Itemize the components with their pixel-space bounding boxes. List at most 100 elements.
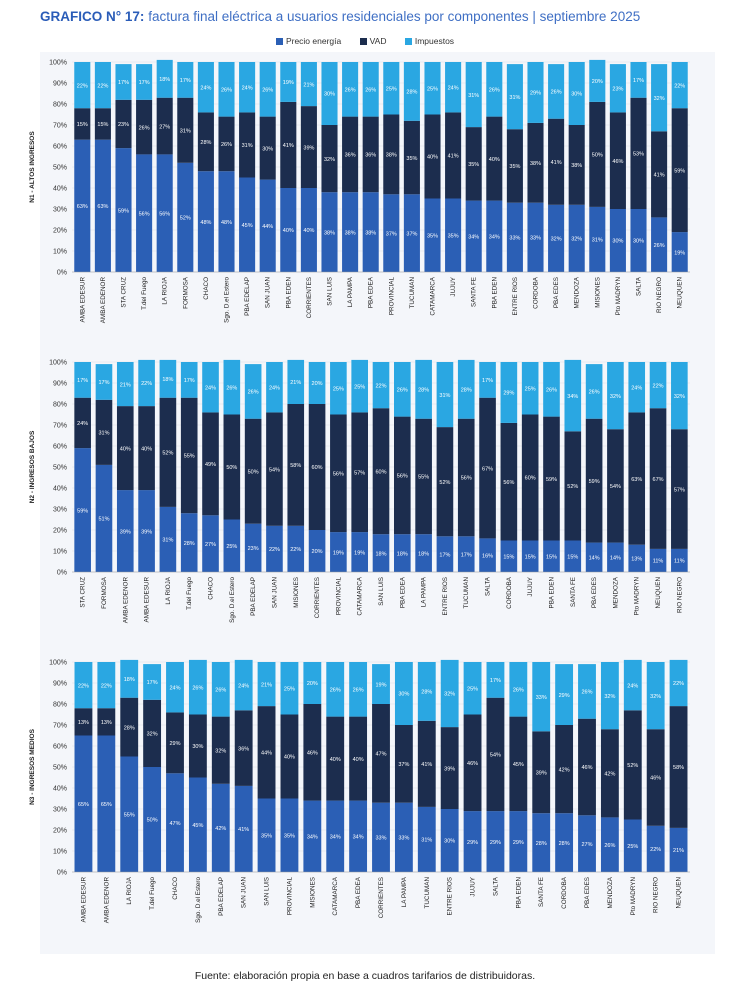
x-tick-label: NEUQUEN bbox=[655, 577, 662, 609]
bar-segment-vad bbox=[351, 412, 369, 533]
data-label: 26% bbox=[330, 688, 341, 694]
bar-segment-energy bbox=[532, 813, 551, 872]
data-label: 46% bbox=[467, 761, 478, 767]
data-label: 67% bbox=[653, 477, 664, 483]
data-label: 26% bbox=[551, 90, 562, 96]
bar-segment-energy bbox=[417, 806, 436, 872]
chart-high-income: 0% 10% 20% 30% 40% 50% 60% 70% 80% 90% 100% N1 - AL… bbox=[29, 52, 715, 354]
x-tick-label: PROVINCIAL bbox=[388, 277, 395, 316]
bar-segment-vad bbox=[607, 429, 624, 543]
data-label: 29% bbox=[503, 391, 514, 397]
data-label: 44% bbox=[262, 224, 273, 230]
bar-segment-vad bbox=[671, 108, 688, 233]
data-label: 41% bbox=[551, 160, 562, 166]
bar-segment-taxes bbox=[509, 662, 528, 717]
data-label: 29% bbox=[530, 91, 541, 97]
x-tick-label: TUCUMAN bbox=[463, 577, 470, 609]
data-label: 26% bbox=[654, 243, 665, 249]
x-tick-label: PBA EDES bbox=[591, 577, 598, 608]
bar-segment-taxes bbox=[600, 662, 619, 730]
data-label: 39% bbox=[536, 770, 547, 776]
data-label: 40% bbox=[489, 157, 500, 163]
bar-segment-vad bbox=[372, 704, 390, 803]
data-label: 14% bbox=[589, 556, 600, 562]
data-label: 17% bbox=[461, 552, 472, 558]
bar-segment-energy bbox=[239, 177, 256, 272]
bar-segment-energy bbox=[393, 534, 411, 572]
x-tick-label: PBA EDELAP bbox=[244, 277, 251, 316]
x-tick-label: RIO NEGRO bbox=[656, 277, 663, 313]
bar-segment-energy bbox=[479, 538, 496, 572]
data-label: 57% bbox=[354, 470, 365, 476]
x-tick-label: PROVINCIAL bbox=[286, 877, 293, 916]
data-label: 26% bbox=[397, 388, 408, 394]
y-tick-label: 70% bbox=[53, 723, 67, 730]
legend-swatch-taxes bbox=[404, 38, 412, 46]
data-label: 17% bbox=[490, 678, 501, 684]
x-tick-label: SAN LUIS bbox=[264, 877, 271, 906]
x-tick-label: SALTA bbox=[485, 576, 492, 596]
data-label: 17% bbox=[77, 378, 88, 384]
data-label: 41% bbox=[654, 173, 665, 179]
data-label: 23% bbox=[248, 546, 259, 552]
chart-title-prefix: GRAFICO N° 17: bbox=[40, 9, 145, 24]
x-tick-label: MISIONES bbox=[293, 577, 300, 608]
bar-segment-energy bbox=[403, 194, 420, 272]
data-label: 32% bbox=[650, 694, 661, 700]
bar-segment-vad bbox=[244, 418, 262, 524]
data-label: 18% bbox=[418, 551, 429, 557]
bar-segment-vad bbox=[280, 101, 297, 188]
x-tick-label: LA RIOJA bbox=[165, 576, 172, 604]
x-tick-label: PBA EDEA bbox=[399, 576, 406, 608]
bar-segment-vad bbox=[239, 112, 256, 178]
bar-segment-taxes bbox=[436, 362, 454, 428]
bar-segment-taxes bbox=[202, 362, 219, 413]
data-label: 23% bbox=[612, 86, 623, 92]
data-label: 26% bbox=[489, 88, 500, 94]
bar-segment-vad bbox=[415, 418, 432, 535]
bar-segment-taxes bbox=[239, 62, 256, 113]
data-label: 29% bbox=[490, 840, 501, 846]
x-tick-label: SANTA FE bbox=[570, 577, 577, 607]
bar-segment-energy bbox=[440, 809, 459, 872]
data-label: 30% bbox=[444, 839, 455, 845]
data-label: 33% bbox=[509, 236, 520, 242]
data-label: 38% bbox=[571, 163, 582, 169]
bar-segment-vad bbox=[609, 112, 626, 209]
bar-segment-energy bbox=[564, 540, 582, 572]
bar-segment-taxes bbox=[234, 659, 253, 711]
data-label: 58% bbox=[290, 463, 301, 469]
bar-segment-vad bbox=[330, 414, 347, 533]
bar-segment-energy bbox=[585, 542, 603, 572]
bar-segment-vad bbox=[136, 99, 153, 155]
bar-segment-energy bbox=[486, 200, 503, 272]
data-label: 21% bbox=[673, 848, 684, 854]
data-label: 35% bbox=[448, 233, 459, 239]
data-label: 28% bbox=[406, 90, 417, 96]
bar-segment-taxes bbox=[445, 62, 462, 113]
data-label: 50% bbox=[147, 818, 158, 824]
data-label: 50% bbox=[592, 153, 603, 159]
data-label: 45% bbox=[513, 762, 524, 768]
bar-segment-energy bbox=[600, 817, 619, 872]
bar-segment-vad bbox=[188, 714, 207, 778]
x-tick-label: PBA EDES bbox=[584, 877, 591, 908]
data-label: 26% bbox=[581, 690, 592, 696]
x-tick-label: PROVINCIAL bbox=[335, 577, 342, 616]
data-label: 59% bbox=[77, 508, 88, 514]
bar-segment-vad bbox=[300, 106, 317, 188]
bar-segment-taxes bbox=[197, 62, 214, 113]
data-label: 63% bbox=[97, 204, 108, 210]
bar-segment-taxes bbox=[159, 359, 177, 398]
data-label: 55% bbox=[184, 454, 195, 460]
x-tick-label: AMBA EDENOR bbox=[100, 277, 107, 324]
bar-segment-vad bbox=[457, 418, 475, 537]
panel-medium-income: 0% 10% 20% 30% 40% 50% 60% 70% 80% 90% 100% N3 - IN… bbox=[0, 652, 730, 967]
bar-segment-vad bbox=[383, 114, 400, 195]
bar-segment-taxes bbox=[280, 62, 297, 102]
data-label: 38% bbox=[365, 230, 376, 236]
bar-segment-vad bbox=[362, 116, 379, 193]
bar-segment-vad bbox=[669, 706, 688, 828]
data-label: 37% bbox=[386, 231, 397, 237]
data-label: 28% bbox=[461, 388, 472, 394]
